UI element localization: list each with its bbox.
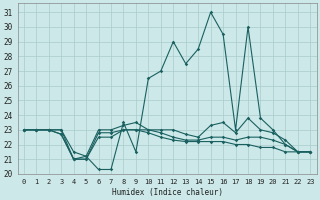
- X-axis label: Humidex (Indice chaleur): Humidex (Indice chaleur): [112, 188, 222, 197]
